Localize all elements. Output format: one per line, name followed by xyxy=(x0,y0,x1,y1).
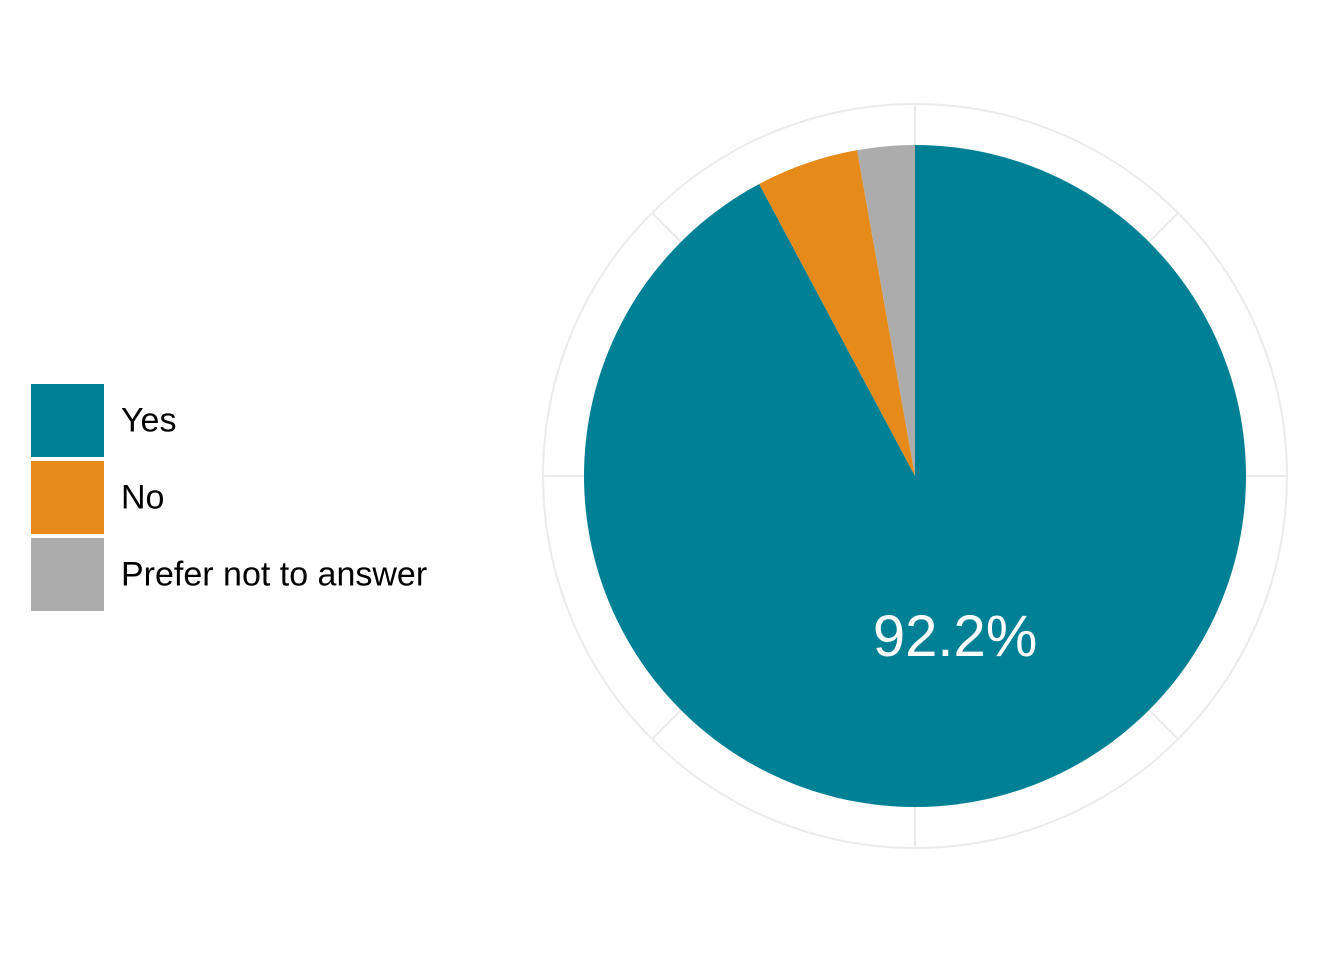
legend-key-prefer-not-to-answer xyxy=(31,538,104,611)
slice-label-yes: 92.2% xyxy=(873,604,1037,669)
slice-labels: 92.2% xyxy=(873,604,1037,669)
legend-key-yes xyxy=(31,384,104,457)
pie-slices xyxy=(583,145,1246,807)
legend: Yes No Prefer not to answer xyxy=(31,384,427,611)
legend-key-no xyxy=(31,461,104,534)
legend-label-no: No xyxy=(121,479,164,517)
pie-slice-no xyxy=(759,150,915,477)
legend-item-yes: Yes xyxy=(31,384,176,457)
legend-item-no: No xyxy=(31,461,164,534)
pie-slice-prefer-not-to-answer xyxy=(857,145,915,476)
legend-label-yes: Yes xyxy=(121,402,176,440)
legend-label-prefer-not-to-answer: Prefer not to answer xyxy=(121,556,427,594)
legend-item-prefer-not-to-answer: Prefer not to answer xyxy=(31,538,427,611)
